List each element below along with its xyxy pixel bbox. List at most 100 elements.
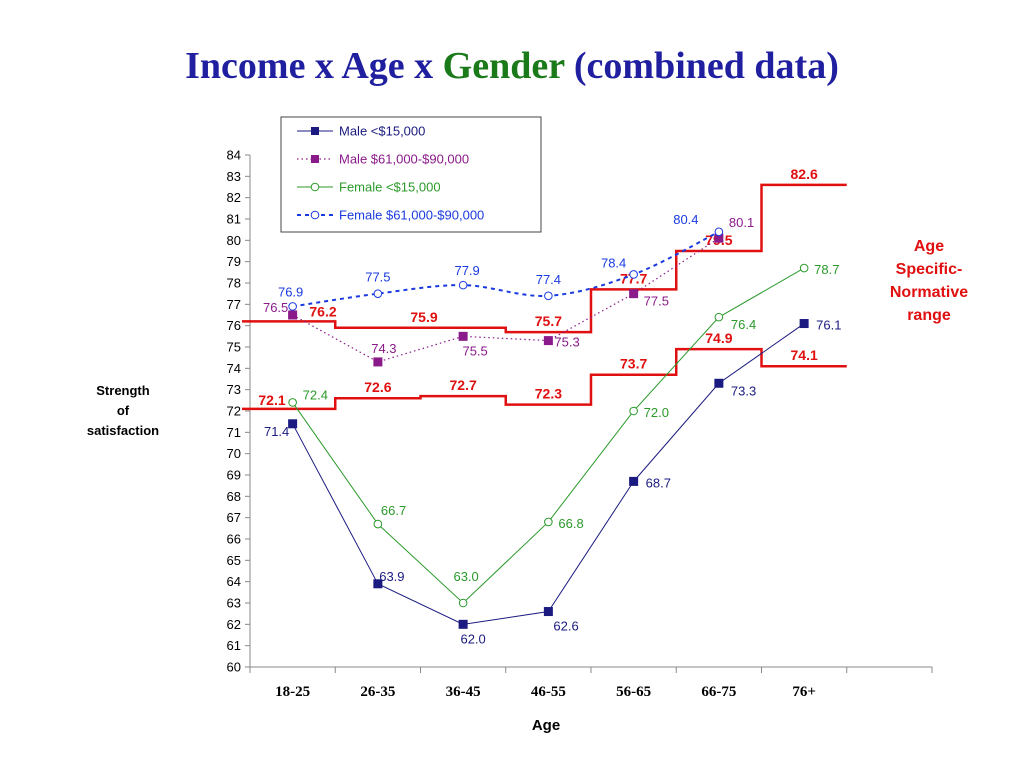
y-tick-label: 70 xyxy=(227,446,241,461)
data-labels-layer: 71.4 63.9 62.0 62.6 68.7 73.3 76.1 76.5 74.3 75.5… xyxy=(263,212,841,647)
legend-marker-male_high xyxy=(311,155,319,163)
point-male_low xyxy=(799,319,809,329)
point-female_low xyxy=(714,312,724,322)
legend-box xyxy=(280,116,542,233)
y-tick-label: 66 xyxy=(227,532,241,547)
point-female_low xyxy=(458,598,468,608)
point-female_high xyxy=(288,302,297,311)
y-tick-label: 71 xyxy=(227,425,241,440)
normative-lower-label: 72.1 xyxy=(258,392,285,408)
point-male_low xyxy=(373,579,383,589)
normative-range-title-line: Age xyxy=(914,238,944,255)
legend-label-female_low: Female <$15,000 xyxy=(339,180,441,195)
y-tick-label: 78 xyxy=(227,276,241,291)
legend-marker-male_low xyxy=(311,127,319,135)
y-tick-label: 67 xyxy=(227,510,241,525)
y-tick-label: 75 xyxy=(227,340,241,355)
data-label-male_low: 73.3 xyxy=(731,383,756,398)
data-label-male_low: 68.7 xyxy=(646,475,671,490)
normative-lower-label: 72.3 xyxy=(535,386,562,402)
y-axis-title-line: satisfaction xyxy=(87,423,159,438)
normative-upper-label: 82.6 xyxy=(791,166,818,182)
y-axis-title-line: of xyxy=(117,403,130,418)
normative-range-title-line: Specific- xyxy=(896,261,963,278)
series-line-male_low xyxy=(292,323,805,625)
point-male_low xyxy=(288,419,298,429)
data-label-male_high: 76.5 xyxy=(263,300,288,315)
point-female_high xyxy=(373,289,383,298)
legend-marker-female_high xyxy=(310,210,320,220)
data-label-female_low: 72.4 xyxy=(303,387,328,402)
data-label-female_high: 77.4 xyxy=(536,272,561,287)
y-tick-label: 68 xyxy=(227,489,241,504)
normative-upper-label: 75.9 xyxy=(410,309,437,325)
series-layer xyxy=(288,227,809,629)
data-label-male_high: 80.1 xyxy=(729,215,754,230)
y-tick-label: 72 xyxy=(227,404,241,419)
point-male_high xyxy=(629,289,639,299)
data-label-female_high: 80.4 xyxy=(673,212,698,227)
x-tick-label: 66-75 xyxy=(701,684,736,700)
point-male_low xyxy=(629,476,639,486)
data-label-female_low: 66.7 xyxy=(381,503,406,518)
normative-lower-label: 72.7 xyxy=(450,377,477,393)
normative-upper-label: 76.2 xyxy=(309,303,336,319)
normative-lower-label: 74.1 xyxy=(791,347,818,363)
x-tick-label: 76+ xyxy=(792,684,816,700)
x-tick-label: 26-35 xyxy=(360,684,395,700)
legend-label-male_low: Male <$15,000 xyxy=(339,124,425,139)
point-female_low xyxy=(373,519,383,529)
y-tick-label: 82 xyxy=(227,190,241,205)
axes-layer: 60 61 62 63 64 65 66 67 68 69 70 71 72 73 74 75 76 77 78 79… xyxy=(227,148,933,734)
y-tick-label: 69 xyxy=(227,468,241,483)
point-female_low xyxy=(544,517,553,527)
data-label-male_low: 62.6 xyxy=(553,619,578,634)
point-male_high xyxy=(543,336,553,346)
point-male_low xyxy=(458,619,468,629)
y-tick-label: 73 xyxy=(227,382,241,397)
point-male_low xyxy=(543,607,553,617)
data-label-female_low: 66.8 xyxy=(558,516,583,531)
data-label-male_low: 71.4 xyxy=(264,424,289,439)
x-tick-label: 46-55 xyxy=(531,684,566,700)
y-tick-label: 64 xyxy=(227,574,241,589)
data-label-female_high: 77.9 xyxy=(454,263,479,278)
y-tick-label: 81 xyxy=(227,212,241,227)
data-label-male_high: 75.5 xyxy=(462,343,487,358)
legend: Male <$15,000 Male $61,000-$90,000 Female … xyxy=(280,116,542,233)
y-tick-label: 77 xyxy=(227,297,241,312)
y-tick-label: 74 xyxy=(227,361,241,376)
data-label-male_high: 75.3 xyxy=(554,335,579,350)
normative-upper-label: 75.7 xyxy=(535,313,562,329)
data-label-female_low: 63.0 xyxy=(453,569,478,584)
y-tick-label: 63 xyxy=(227,596,241,611)
normative-range-title-line: Normative xyxy=(890,284,968,301)
y-tick-label: 60 xyxy=(227,660,241,675)
title-part-gender: Gender xyxy=(442,45,565,87)
point-male_high xyxy=(288,310,298,320)
data-label-female_low: 72.0 xyxy=(644,405,669,420)
series-line-female_high xyxy=(292,230,720,308)
legend-marker-female_low xyxy=(310,182,320,192)
y-tick-label: 80 xyxy=(227,233,241,248)
point-female_high xyxy=(458,280,468,290)
x-axis-title: Age xyxy=(532,717,560,734)
normative-lower-label: 72.6 xyxy=(364,379,391,395)
x-tick-label: 56-65 xyxy=(616,684,651,700)
normative-lower-line xyxy=(242,347,847,411)
normative-lower-label: 73.7 xyxy=(620,356,647,372)
legend-label-male_high: Male $61,000-$90,000 xyxy=(339,152,469,167)
y-tick-label: 65 xyxy=(227,553,241,568)
y-tick-label: 84 xyxy=(227,148,241,163)
data-label-male_low: 63.9 xyxy=(379,569,404,584)
y-tick-label: 62 xyxy=(227,617,241,632)
legend-label-female_high: Female $61,000-$90,000 xyxy=(339,208,484,223)
x-tick-label: 18-25 xyxy=(275,684,310,700)
title-part-1: Income x Age x xyxy=(185,45,443,87)
point-male_low xyxy=(714,378,724,388)
y-axis-title-line: Strength xyxy=(96,383,150,398)
normative-lower-label: 74.9 xyxy=(705,330,732,346)
point-male_high xyxy=(373,357,383,367)
normative-upper-line xyxy=(242,183,847,334)
